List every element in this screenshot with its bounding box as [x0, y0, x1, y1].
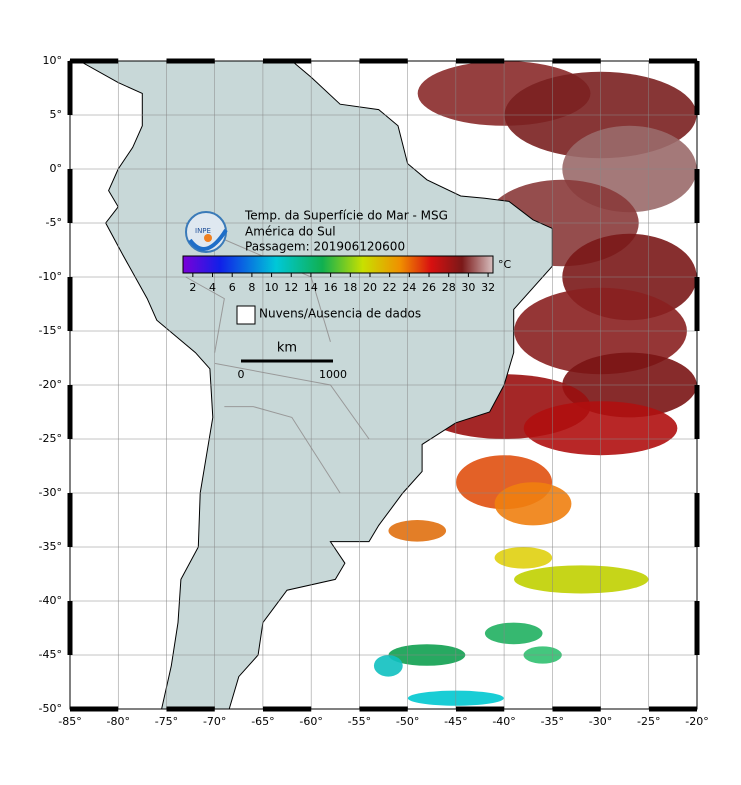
sst-patch: [494, 482, 572, 526]
logo-text: INPE: [195, 227, 211, 235]
y-tick-label: -25°: [39, 432, 62, 445]
x-tick-label: -55°: [348, 715, 371, 728]
colorbar-tick-label: 20: [363, 281, 377, 294]
sst-patch: [494, 547, 553, 569]
frame: [69, 60, 698, 710]
colorbar-tick-label: 18: [343, 281, 357, 294]
y-tick-label: -45°: [39, 648, 62, 661]
x-tick-label: -85°: [58, 715, 81, 728]
logo-arc: [188, 228, 228, 251]
y-tick-label: 0°: [50, 162, 63, 175]
colorbar-tick-label: 8: [248, 281, 255, 294]
x-tick-label: -25°: [637, 715, 660, 728]
colorbar-tick-label: 14: [304, 281, 318, 294]
x-tick-label: -70°: [203, 715, 226, 728]
y-tick-label: -50°: [39, 702, 62, 715]
y-tick-label: 5°: [50, 108, 63, 121]
y-tick-label: -20°: [39, 378, 62, 391]
scale-label: 0: [238, 368, 245, 381]
legend-label: Nuvens/Ausencia de dados: [259, 307, 421, 321]
colorbar-tick-label: 24: [402, 281, 416, 294]
legend-swatch: [236, 305, 256, 325]
colorbar-tick-label: 4: [209, 281, 216, 294]
y-tick-label: -15°: [39, 324, 62, 337]
logo-dot: [204, 234, 212, 242]
x-tick-label: -20°: [685, 715, 708, 728]
colorbar-tick-label: 22: [383, 281, 397, 294]
sst-patch: [514, 565, 649, 594]
title-line: América do Sul: [245, 225, 336, 239]
x-tick-label: -80°: [106, 715, 129, 728]
colorbar-unit: °C: [498, 258, 512, 271]
colorbar-tick-label: 32: [481, 281, 495, 294]
y-tick-label: -30°: [39, 486, 62, 499]
colorbar-tick-label: 10: [265, 281, 279, 294]
sst-patch: [484, 622, 543, 645]
colorbar-tick-label: 16: [324, 281, 338, 294]
y-tick-label: 10°: [43, 54, 63, 67]
title-line: Passagem: 201906120600: [245, 240, 405, 254]
y-tick-label: -35°: [39, 540, 62, 553]
colorbar-tick-label: 28: [442, 281, 456, 294]
title-line: Temp. da Superfície do Mar - MSG: [244, 209, 448, 223]
colorbar: [182, 255, 494, 274]
scale-label: 1000: [319, 368, 347, 381]
x-tick-label: -50°: [396, 715, 419, 728]
x-tick-label: -75°: [155, 715, 178, 728]
x-tick-label: -35°: [541, 715, 564, 728]
x-tick-label: -65°: [251, 715, 274, 728]
y-tick-label: -40°: [39, 594, 62, 607]
x-tick-label: -40°: [492, 715, 515, 728]
map-area: [70, 61, 697, 709]
sst-patch: [373, 655, 403, 677]
colorbar-tick-label: 2: [189, 281, 196, 294]
overlay: INPE Temp. da Superfície do Mar - MSG Am…: [182, 209, 512, 381]
x-tick-label: -45°: [444, 715, 467, 728]
scale-unit: km: [277, 341, 297, 356]
colorbar-tick-label: 6: [229, 281, 236, 294]
colorbar-tick-label: 12: [284, 281, 298, 294]
colorbar-tick-label: 30: [461, 281, 475, 294]
x-tick-label: -60°: [299, 715, 322, 728]
y-tick-label: -10°: [39, 270, 62, 283]
sst-patch: [388, 520, 447, 542]
x-tick-label: -30°: [589, 715, 612, 728]
y-tick-label: -5°: [46, 216, 62, 229]
colorbar-tick-label: 26: [422, 281, 436, 294]
